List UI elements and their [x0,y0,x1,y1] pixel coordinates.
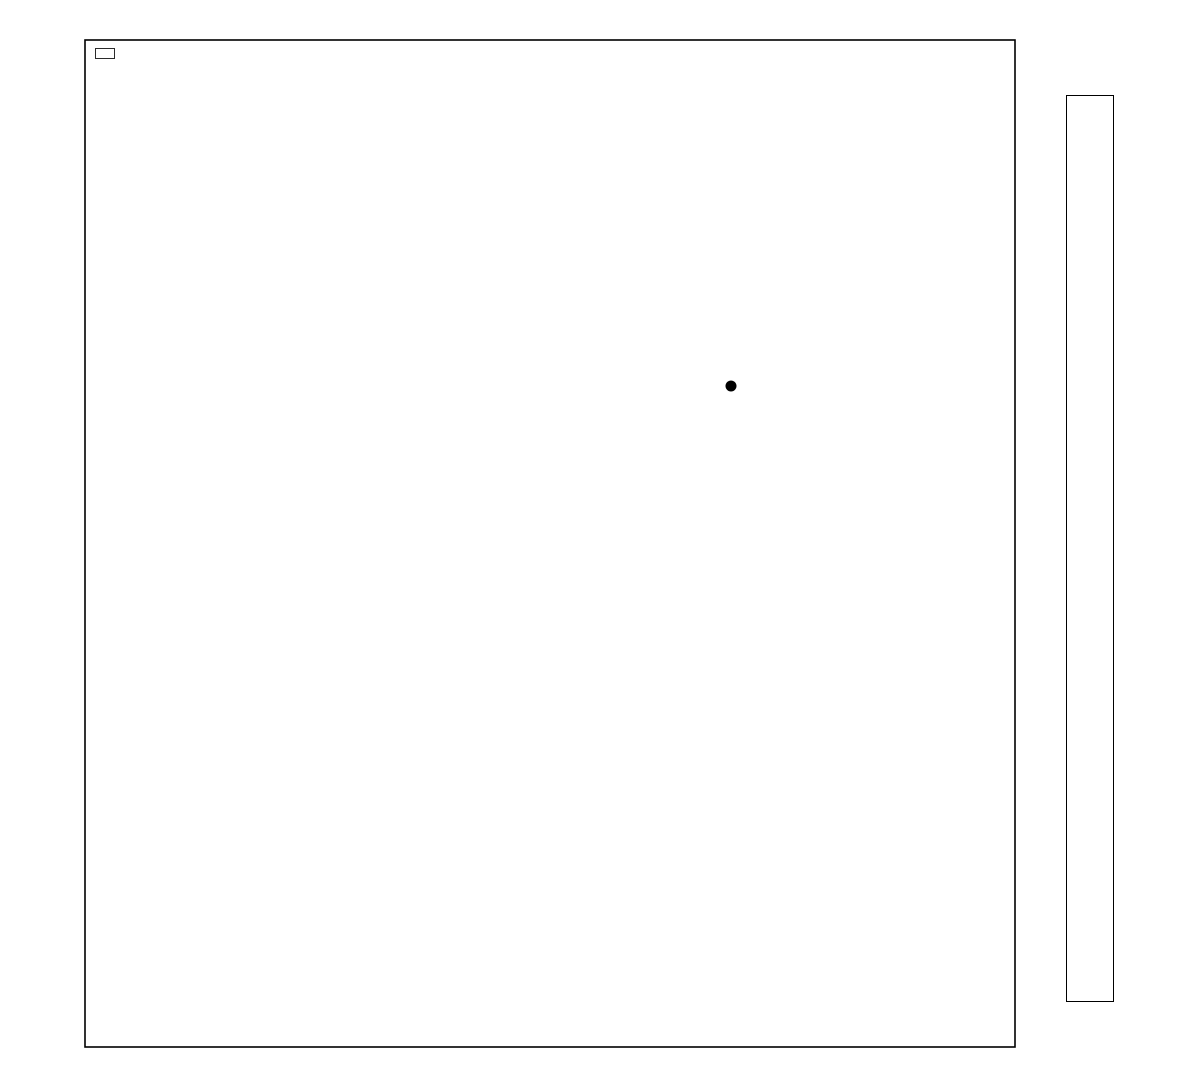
colorbar-label [1164,512,1190,582]
product-info-box [95,48,115,59]
radar-reflectivity-image [85,40,1015,1047]
colorbar [1066,95,1114,1002]
